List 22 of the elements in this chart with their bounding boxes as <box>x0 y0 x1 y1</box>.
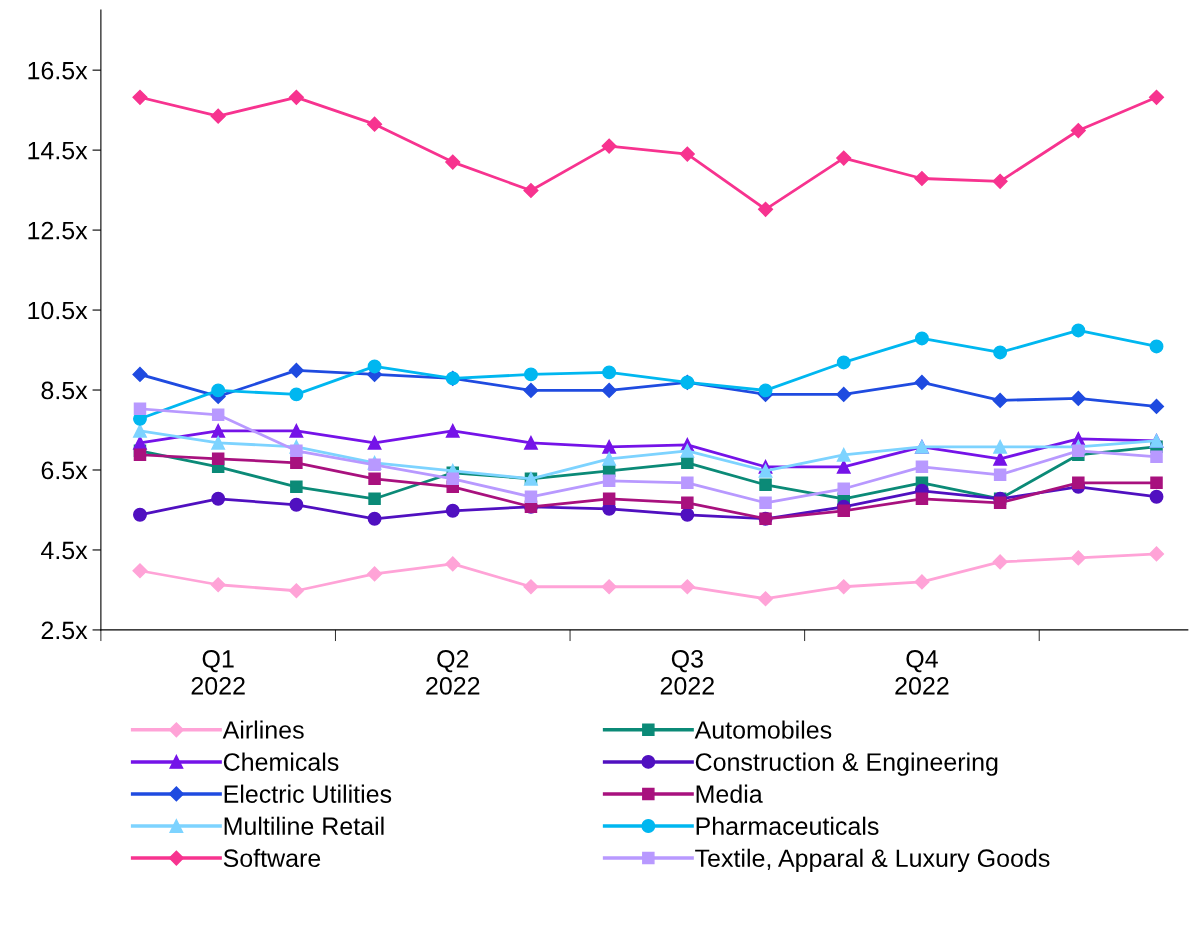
legend-label: Chemicals <box>223 752 339 771</box>
legend-label: Textile, Apparal & Luxury Goods <box>695 848 1050 873</box>
legend-label: Electric Utilities <box>224 784 392 803</box>
x-tick-label: Q4 2022 <box>895 650 949 695</box>
legend-label: Automobiles <box>694 720 832 739</box>
y-tick-label: 14.5x <box>28 141 88 160</box>
y-tick-label: 16.5x <box>28 61 88 80</box>
y-tick-label: 4.5x <box>41 541 88 560</box>
legend-label: Software <box>223 848 321 868</box>
x-tick-label: Q2 2022 <box>426 650 480 695</box>
y-tick-label: 2.5x <box>41 621 88 640</box>
legend-label: Airlines <box>222 720 304 739</box>
legend-label: Construction & Engineering <box>695 752 998 776</box>
y-tick-label: 12.5x <box>28 221 88 240</box>
legend-label: Multiline Retail <box>224 816 384 836</box>
legend-label: Media <box>696 784 763 803</box>
legend-label: Pharmaceuticals <box>696 816 879 836</box>
y-tick-label: 6.5x <box>41 461 88 480</box>
x-tick-label: Q1 2022 <box>191 650 245 695</box>
y-tick-label: 10.5x <box>28 301 88 320</box>
x-tick-label: Q3 2022 <box>660 650 714 695</box>
y-tick-label: 8.5x <box>41 381 88 400</box>
